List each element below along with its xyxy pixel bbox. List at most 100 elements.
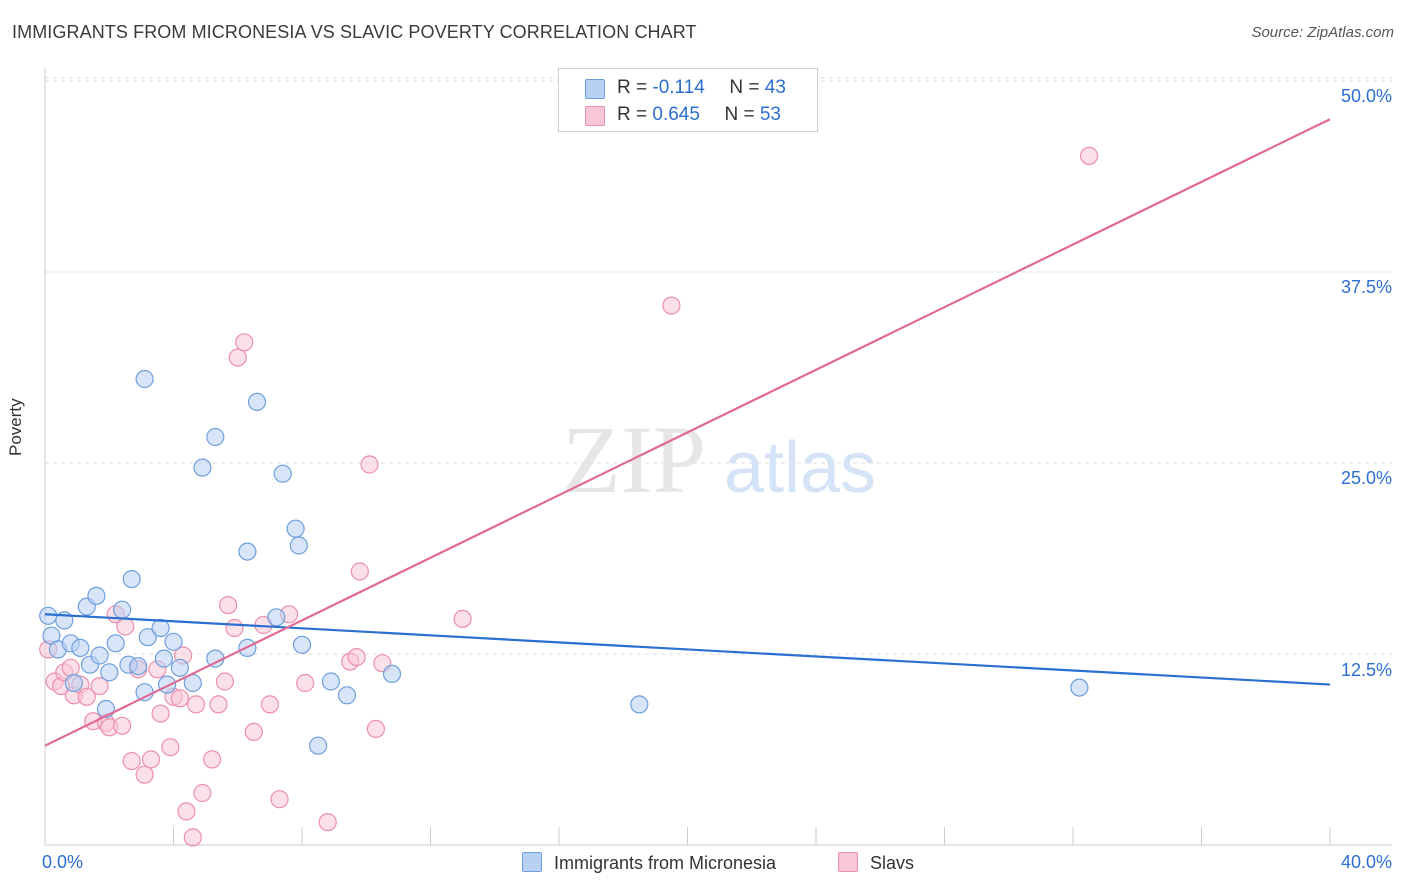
- data-point: [321, 672, 340, 691]
- data-point: [235, 333, 254, 352]
- y-tick-25: 25.0%: [1340, 468, 1392, 488]
- data-point: [135, 369, 154, 389]
- r-value: -0.114: [652, 77, 705, 98]
- trend-lines: [44, 118, 1331, 747]
- data-point: [215, 672, 234, 691]
- watermark: ZIP atlas: [562, 406, 876, 513]
- data-point: [347, 647, 366, 667]
- n-value: 53: [759, 104, 781, 125]
- data-point: [244, 722, 263, 742]
- data-point: [289, 536, 308, 555]
- data-point: [350, 562, 369, 581]
- data-point: [154, 649, 173, 668]
- data-point: [247, 392, 267, 411]
- data-point: [366, 719, 385, 739]
- data-point: [177, 802, 196, 821]
- watermark-atlas: atlas: [724, 428, 876, 508]
- data-point: [292, 635, 312, 654]
- data-point: [286, 519, 305, 538]
- data-point: [122, 751, 141, 771]
- data-point: [141, 750, 161, 769]
- data-point: [382, 664, 402, 684]
- slavs-legend-swatch: [838, 852, 858, 872]
- data-point: [318, 812, 337, 832]
- data-point: [337, 686, 357, 705]
- data-point: [112, 600, 132, 619]
- data-point: [273, 464, 292, 483]
- data-point: [61, 658, 80, 677]
- slavs-trend-line: [44, 118, 1331, 747]
- data-point: [453, 609, 472, 629]
- data-point: [106, 634, 125, 653]
- data-point: [193, 783, 212, 803]
- data-point: [630, 695, 649, 714]
- r-label: R =: [617, 104, 653, 125]
- data-point: [309, 736, 328, 755]
- stats-legend: R = -0.114 N = 43 R = 0.645 N = 53: [558, 68, 818, 132]
- grid-lines: [45, 77, 1392, 655]
- legend-item-micronesia[interactable]: Immigrants from Micronesia: [522, 852, 776, 874]
- data-point: [64, 673, 84, 693]
- data-point: [228, 348, 247, 367]
- legend-label: Immigrants from Micronesia: [554, 853, 777, 873]
- data-point: [260, 695, 279, 714]
- data-point: [87, 586, 106, 606]
- data-point: [206, 427, 225, 447]
- n-label: N =: [729, 77, 765, 98]
- data-point: [90, 646, 109, 665]
- data-point: [193, 458, 212, 477]
- data-point: [135, 765, 154, 784]
- legend-item-slavs[interactable]: Slavs: [838, 852, 914, 874]
- data-point: [270, 790, 289, 809]
- data-point: [296, 673, 315, 693]
- data-point: [100, 663, 119, 682]
- data-point: [151, 704, 170, 723]
- micronesia-legend-swatch: [522, 852, 542, 872]
- slavs-swatch: [585, 106, 605, 126]
- data-point: [90, 676, 109, 696]
- chart-title: IMMIGRANTS FROM MICRONESIA VS SLAVIC POV…: [12, 22, 697, 42]
- data-point: [158, 675, 177, 694]
- data-point: [209, 695, 228, 714]
- data-point: [203, 750, 222, 769]
- slavs-points: [39, 146, 1099, 847]
- data-point: [183, 828, 202, 847]
- axes: [44, 68, 1392, 846]
- y-tick-12-5: 12.5%: [1340, 660, 1392, 680]
- data-point: [662, 296, 681, 315]
- data-point: [164, 632, 183, 651]
- data-point: [122, 569, 141, 589]
- data-point: [161, 738, 180, 757]
- data-point: [360, 455, 379, 474]
- data-point: [116, 617, 135, 636]
- legend-label: Slavs: [870, 853, 915, 873]
- data-point: [170, 689, 189, 708]
- data-point: [112, 716, 132, 735]
- y-tick-50: 50.0%: [1340, 86, 1392, 106]
- micronesia-swatch: [585, 79, 605, 99]
- data-point: [138, 628, 157, 647]
- n-value: 43: [764, 77, 786, 98]
- x-tick-max: 40.0%: [1340, 852, 1392, 872]
- data-point: [151, 618, 170, 638]
- x-tick-min: 0.0%: [42, 852, 84, 872]
- r-value: 0.645: [652, 104, 700, 125]
- data-point: [1079, 146, 1099, 165]
- y-tick-37-5: 37.5%: [1340, 277, 1392, 297]
- r-label: R =: [617, 77, 653, 98]
- data-point: [170, 658, 189, 677]
- data-point: [238, 542, 257, 561]
- source-label: Source: ZipAtlas.com: [1251, 24, 1394, 41]
- data-point: [1070, 678, 1089, 697]
- data-point: [71, 638, 90, 658]
- data-point: [129, 657, 148, 676]
- data-point: [225, 618, 244, 638]
- data-point: [219, 595, 238, 615]
- data-point: [186, 695, 206, 714]
- data-point: [267, 608, 286, 627]
- n-label: N =: [724, 104, 760, 125]
- data-point: [77, 687, 96, 706]
- y-axis-label: Poverty: [6, 398, 25, 456]
- micronesia-trend-line: [44, 613, 1331, 686]
